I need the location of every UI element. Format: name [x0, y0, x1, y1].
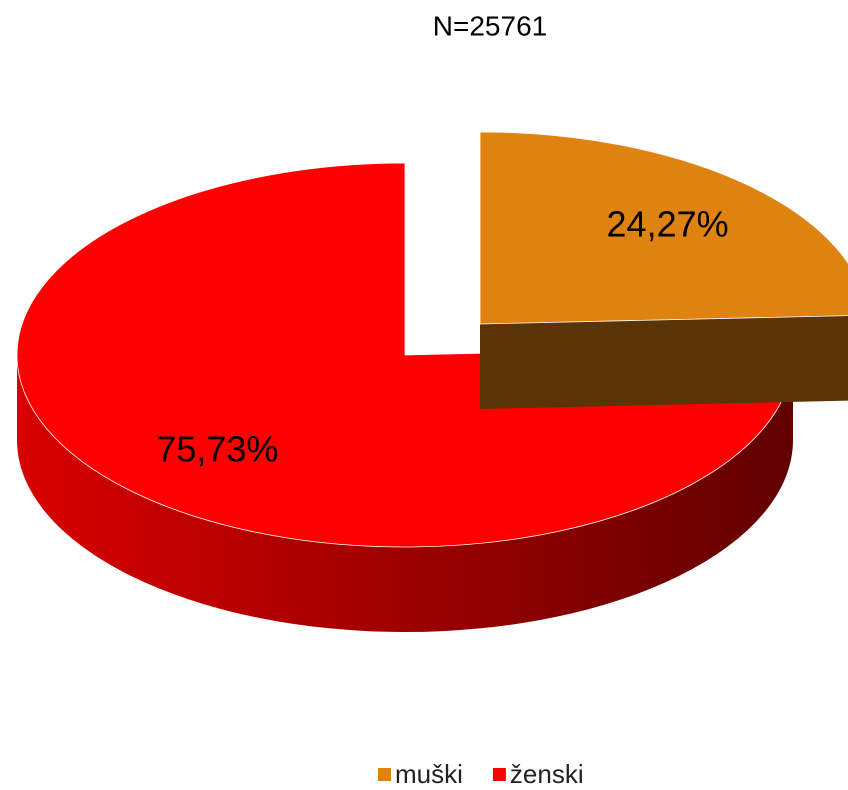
legend-label: muški: [395, 759, 463, 789]
legend-swatch: [492, 768, 506, 781]
value-label: 24,27%: [607, 203, 729, 244]
value-label: 75,73%: [156, 429, 278, 470]
legend-label: ženski: [510, 759, 584, 789]
slice: [479, 131, 848, 325]
slice-face: [480, 315, 848, 409]
chart-title: N=25761: [433, 10, 547, 41]
slice-side: [17, 355, 793, 632]
slice: [16, 162, 794, 548]
legend-swatch: [378, 768, 391, 781]
